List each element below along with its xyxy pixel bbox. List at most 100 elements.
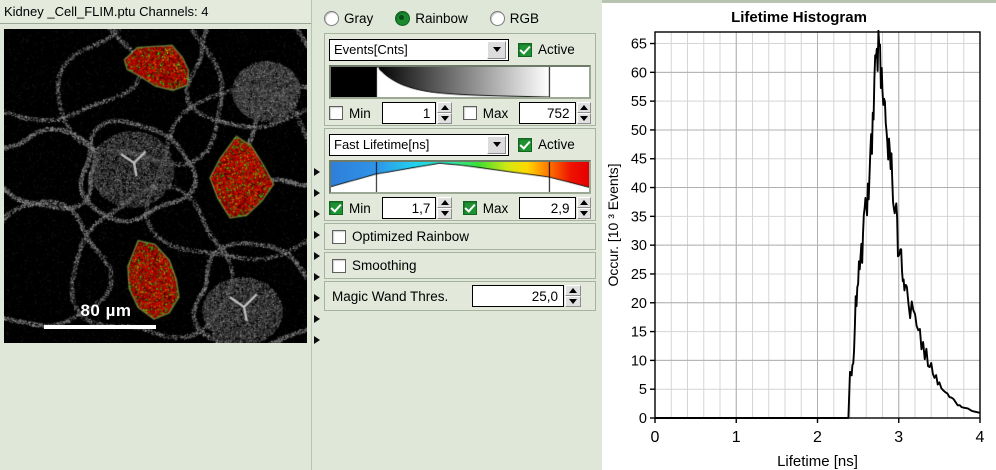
expander-arrow-rail[interactable] (312, 0, 325, 470)
lifetime-colorbar-canvas[interactable] (331, 162, 589, 192)
lifetime-group: Fast Lifetime[ns] Active Min 1,7 Max (324, 128, 596, 221)
spinner-up-icon[interactable] (576, 197, 591, 208)
expander-arrow-icon[interactable] (314, 336, 320, 344)
flim-image-frame[interactable]: 80 µm (4, 29, 307, 343)
lifetime-limits-row: Min 1,7 Max 2,9 (325, 194, 595, 220)
file-title: Kidney _Cell_FLIM.ptu Channels: 4 (4, 4, 209, 19)
magic-wand-input[interactable]: 25,0 (472, 285, 564, 307)
radio-rainbow[interactable]: Rainbow (395, 10, 468, 26)
spinner-down-icon[interactable] (576, 208, 591, 219)
flim-image[interactable] (4, 29, 307, 343)
y-tick-label: 50 (631, 123, 647, 139)
scale-bar-line (44, 325, 156, 329)
y-tick-label: 55 (631, 94, 647, 110)
radio-rgb-label: RGB (509, 10, 540, 26)
lifetime-min-input[interactable]: 1,7 (381, 197, 437, 219)
colormap-mode-group[interactable]: Gray Rainbow RGB (324, 8, 594, 28)
lifetime-max-label: Max (482, 200, 509, 216)
lifetime-max-spinner[interactable] (576, 197, 591, 219)
intensity-max-spinner[interactable] (576, 102, 591, 124)
y-tick-label: 10 (631, 353, 647, 369)
lifetime-min-label: Min (349, 200, 371, 216)
y-tick-label: 35 (631, 209, 647, 225)
y-tick-label: 20 (631, 296, 647, 312)
expander-arrow-icon[interactable] (314, 273, 320, 281)
lifetime-colorbar[interactable] (329, 160, 591, 194)
radio-rgb[interactable]: RGB (489, 10, 540, 26)
y-tick-label: 25 (631, 267, 647, 283)
expander-arrow-icon[interactable] (314, 315, 320, 323)
lifetime-min-spinner[interactable] (437, 197, 452, 219)
y-tick-label: 45 (631, 152, 647, 168)
optimized-rainbow-label: Optimized Rainbow (352, 229, 470, 244)
lifetime-channel-row: Fast Lifetime[ns] Active (325, 129, 595, 157)
spinner-down-icon[interactable] (437, 208, 452, 219)
magic-wand-spinner[interactable] (565, 285, 581, 307)
intensity-max-input[interactable]: 752 (518, 102, 576, 124)
magic-wand-label: Magic Wand Thres. (332, 288, 449, 304)
lifetime-max-checkbox[interactable] (462, 201, 477, 215)
file-title-bar: Kidney _Cell_FLIM.ptu Channels: 4 (0, 0, 311, 24)
spinner-down-icon[interactable] (565, 296, 581, 307)
intensity-min-checkbox[interactable] (329, 106, 343, 120)
radio-gray[interactable]: Gray (324, 10, 373, 26)
intensity-max-label: Max (482, 105, 509, 121)
panel-top-rule (602, 0, 996, 3)
y-tick-label: 65 (631, 37, 647, 53)
y-tick-label: 30 (631, 238, 647, 254)
smoothing-row[interactable]: Smoothing (324, 252, 596, 279)
optimized-rainbow-checkbox[interactable] (332, 229, 346, 244)
intensity-colorbar-canvas[interactable] (331, 67, 589, 97)
chart-title: Lifetime Histogram (731, 9, 867, 26)
control-panel: Gray Rainbow RGB Events[Cnts] Active (311, 0, 603, 470)
lifetime-min-checkbox[interactable] (329, 201, 343, 215)
intensity-max-checkbox[interactable] (462, 106, 477, 120)
lifetime-active-label: Active (538, 137, 575, 152)
smoothing-checkbox[interactable] (332, 258, 346, 273)
optimized-rainbow-row[interactable]: Optimized Rainbow (324, 223, 596, 250)
histogram-curve[interactable] (655, 29, 981, 419)
y-tick-label: 0 (639, 411, 647, 427)
expander-arrow-icon[interactable] (314, 294, 320, 302)
spinner-up-icon[interactable] (576, 102, 591, 113)
chevron-down-icon[interactable] (487, 135, 506, 154)
intensity-min-spinner[interactable] (437, 102, 452, 124)
intensity-min-input[interactable]: 1 (381, 102, 437, 124)
expander-arrow-icon[interactable] (314, 252, 320, 260)
intensity-channel-row: Events[Cnts] Active (325, 34, 595, 62)
radio-rainbow-dot[interactable] (395, 10, 411, 26)
spinner-down-icon[interactable] (437, 113, 452, 124)
histogram-panel: Lifetime Histogram 0 5 10 15 20 25 30 35 40 45 50 5… (602, 0, 996, 470)
expander-arrow-icon[interactable] (314, 189, 320, 197)
intensity-active-checkbox[interactable] (518, 42, 532, 57)
y-tick-label: 5 (639, 382, 647, 398)
intensity-channel-value: Events[Cnts] (334, 42, 408, 57)
intensity-limits-row: Min 1 Max 752 (325, 99, 595, 125)
lifetime-channel-select[interactable]: Fast Lifetime[ns] (329, 133, 509, 156)
scale-bar: 80 µm (36, 301, 176, 329)
radio-rgb-dot[interactable] (489, 10, 505, 26)
scale-bar-label: 80 µm (80, 301, 132, 320)
lifetime-histogram-chart[interactable]: 0 5 10 15 20 25 30 35 40 45 50 55 60 65 0 1 2 3 4 Lifetime … (602, 0, 996, 470)
radio-rainbow-label: Rainbow (415, 10, 468, 26)
y-tick-label: 60 (631, 65, 647, 81)
intensity-channel-select[interactable]: Events[Cnts] (329, 38, 509, 61)
lifetime-max-input[interactable]: 2,9 (518, 197, 576, 219)
y-axis-label: Occur. [10 ³ Events] (605, 164, 621, 287)
spinner-down-icon[interactable] (576, 113, 591, 124)
spinner-up-icon[interactable] (565, 285, 581, 296)
lifetime-active-checkbox[interactable] (518, 137, 532, 152)
x-tick-label: 4 (976, 429, 985, 446)
intensity-group: Events[Cnts] Active Min 1 Max 752 (324, 33, 596, 126)
spinner-up-icon[interactable] (437, 197, 452, 208)
chevron-down-icon[interactable] (487, 40, 506, 59)
radio-gray-dot[interactable] (324, 10, 339, 26)
intensity-active-label: Active (538, 42, 575, 57)
intensity-colorbar[interactable] (329, 65, 591, 99)
expander-arrow-icon[interactable] (314, 168, 320, 176)
spinner-up-icon[interactable] (437, 102, 452, 113)
y-tick-label: 40 (631, 181, 647, 197)
lifetime-channel-value: Fast Lifetime[ns] (334, 137, 430, 152)
expander-arrow-icon[interactable] (314, 210, 320, 218)
expander-arrow-icon[interactable] (314, 231, 320, 239)
